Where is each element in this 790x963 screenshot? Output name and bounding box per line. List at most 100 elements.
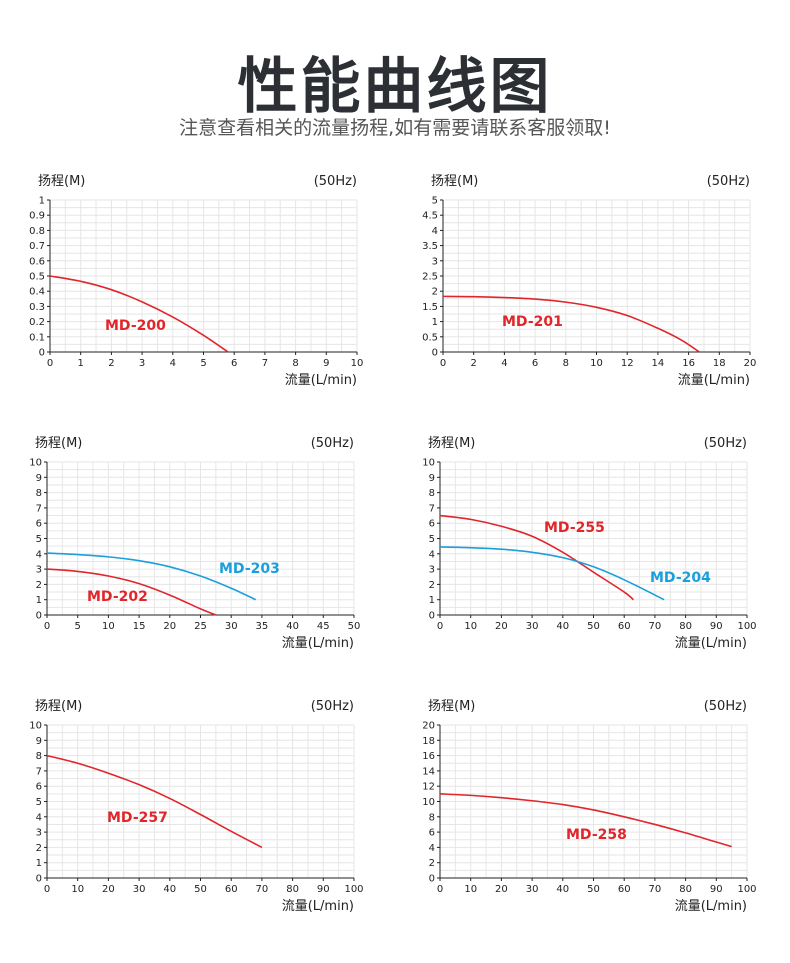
y-tick-label: 14 — [422, 766, 435, 777]
y-tick-label: 0.9 — [29, 211, 45, 222]
x-tick-label: 80 — [286, 884, 299, 895]
series-label-md-203: MD-203 — [219, 561, 280, 577]
x-tick-label: 15 — [133, 621, 146, 632]
y-tick-label: 20 — [422, 721, 435, 732]
x-tick-label: 20 — [102, 884, 115, 895]
x-tick-label: 30 — [526, 884, 539, 895]
frequency-label: (50Hz) — [707, 174, 750, 189]
x-tick-label: 10 — [464, 884, 477, 895]
y-tick-label: 4 — [429, 549, 435, 560]
x-tick-label: 6 — [532, 358, 538, 369]
series-line-md-201 — [442, 295, 700, 353]
y-axis-label: 扬程(M) — [35, 436, 82, 451]
grid — [443, 199, 751, 352]
y-tick-label: 0 — [36, 874, 42, 885]
x-tick-label: 10 — [351, 358, 364, 369]
chart-md-202-203: 0 5 10 15 20 25 30 35 40 45 50 0 1 2 3 4 5 6 7 8 9 10 扬程(M) (50… — [0, 423, 395, 683]
y-tick-label: 0 — [36, 611, 42, 622]
x-tick-label: 20 — [163, 621, 176, 632]
x-axis-label: 流量(L/min) — [282, 636, 354, 651]
x-tick-label: 7 — [262, 358, 268, 369]
y-axis-label: 扬程(M) — [431, 174, 478, 189]
y-tick-label: 7 — [429, 503, 435, 514]
y-tick-label: 1 — [432, 317, 438, 328]
x-tick-label: 10 — [102, 621, 115, 632]
y-tick-label: 0.7 — [29, 241, 45, 252]
series-label-md-202: MD-202 — [87, 589, 148, 605]
y-tick-label: 3 — [36, 828, 42, 839]
series-label-md-257: MD-257 — [107, 810, 168, 826]
x-tick-label: 60 — [225, 884, 238, 895]
x-tick-label: 8 — [563, 358, 569, 369]
y-tick-label: 8 — [429, 488, 435, 499]
x-tick-label: 16 — [682, 358, 695, 369]
chart-md-204-255: 0 10 20 30 40 50 60 70 80 90 100 0 1 2 3 4 5 6 7 8 9 10 扬程(M) (… — [395, 423, 790, 683]
series-line-md-204 — [439, 546, 665, 601]
x-tick-label: 40 — [556, 621, 569, 632]
x-tick-label: 70 — [649, 621, 662, 632]
x-tick-label: 60 — [618, 621, 631, 632]
y-tick-label: 8 — [36, 488, 42, 499]
y-tick-label: 0.6 — [29, 256, 45, 267]
y-tick-label: 2 — [429, 858, 435, 869]
x-tick-label: 0 — [47, 358, 53, 369]
chart-md-200: 0 1 2 3 4 5 6 7 8 9 10 0 0.1 0.2 0.3 0.4 0.5 0.6 0.7 0.8 0.9… — [0, 160, 395, 420]
y-tick-label: 0 — [39, 348, 45, 359]
x-tick-label: 20 — [495, 621, 508, 632]
chart-md-258: 0 10 20 30 40 50 60 70 80 90 100 0 2 4 6 8 10 12 14 16 18 20 扬… — [395, 686, 790, 946]
chart-svg: 0 10 20 30 40 50 60 70 80 90 100 0 1 2 3 4 5 6 7 8 9 10 扬程(M) (… — [29, 699, 363, 914]
y-tick-label: 3.5 — [422, 241, 438, 252]
y-tick-label: 10 — [29, 458, 42, 469]
x-tick-label: 40 — [163, 884, 176, 895]
y-tick-label: 6 — [429, 828, 435, 839]
y-tick-label: 5 — [36, 797, 42, 808]
y-tick-label: 5 — [432, 196, 438, 207]
x-tick-label: 4 — [170, 358, 176, 369]
x-tick-label: 80 — [679, 621, 692, 632]
chart-md-201: 0 2 4 6 8 10 12 14 16 18 20 0 0.5 1 1.5 2 2.5 3 3.5 4 4.5 5 扬程… — [395, 160, 790, 420]
x-axis-label: 流量(L/min) — [285, 373, 357, 388]
y-axis-label: 扬程(M) — [38, 174, 85, 189]
y-axis-label: 扬程(M) — [35, 699, 82, 714]
y-tick-label: 0.4 — [29, 287, 45, 298]
x-tick-label: 0 — [44, 884, 50, 895]
x-tick-label: 30 — [133, 884, 146, 895]
x-tick-label: 0 — [437, 884, 443, 895]
page-title: 性能曲线图 — [237, 52, 553, 122]
y-tick-label: 4 — [36, 812, 42, 823]
y-tick-label: 1.5 — [422, 302, 438, 313]
y-tick-label: 1 — [36, 858, 42, 869]
x-tick-label: 35 — [256, 621, 269, 632]
y-tick-label: 7 — [36, 503, 42, 514]
x-tick-label: 40 — [286, 621, 299, 632]
y-tick-label: 6 — [429, 519, 435, 530]
y-tick-label: 4.5 — [422, 211, 438, 222]
y-axis-label: 扬程(M) — [428, 699, 475, 714]
x-tick-label: 100 — [737, 884, 756, 895]
series-line-md-257 — [46, 754, 263, 849]
y-tick-label: 4 — [429, 843, 435, 854]
x-tick-label: 6 — [231, 358, 237, 369]
frequency-label: (50Hz) — [311, 436, 354, 451]
x-tick-label: 2 — [108, 358, 114, 369]
y-tick-label: 6 — [36, 519, 42, 530]
x-tick-label: 70 — [649, 884, 662, 895]
x-tick-label: 5 — [75, 621, 81, 632]
y-tick-label: 2 — [36, 580, 42, 591]
x-tick-label: 30 — [526, 621, 539, 632]
x-tick-label: 50 — [587, 884, 600, 895]
y-tick-label: 7 — [36, 766, 42, 777]
y-tick-label: 9 — [429, 473, 435, 484]
y-tick-label: 1 — [429, 595, 435, 606]
y-tick-label: 8 — [429, 812, 435, 823]
y-tick-label: 2 — [432, 287, 438, 298]
frequency-label: (50Hz) — [704, 436, 747, 451]
x-tick-label: 4 — [501, 358, 507, 369]
chart-svg: 0 2 4 6 8 10 12 14 16 18 20 0 0.5 1 1.5 2 2.5 3 3.5 4 4.5 5 扬程… — [422, 174, 756, 388]
y-tick-label: 1 — [36, 595, 42, 606]
y-tick-label: 4 — [36, 549, 42, 560]
x-tick-label: 90 — [710, 884, 723, 895]
x-tick-label: 2 — [471, 358, 477, 369]
x-tick-label: 100 — [737, 621, 756, 632]
y-tick-label: 9 — [36, 473, 42, 484]
